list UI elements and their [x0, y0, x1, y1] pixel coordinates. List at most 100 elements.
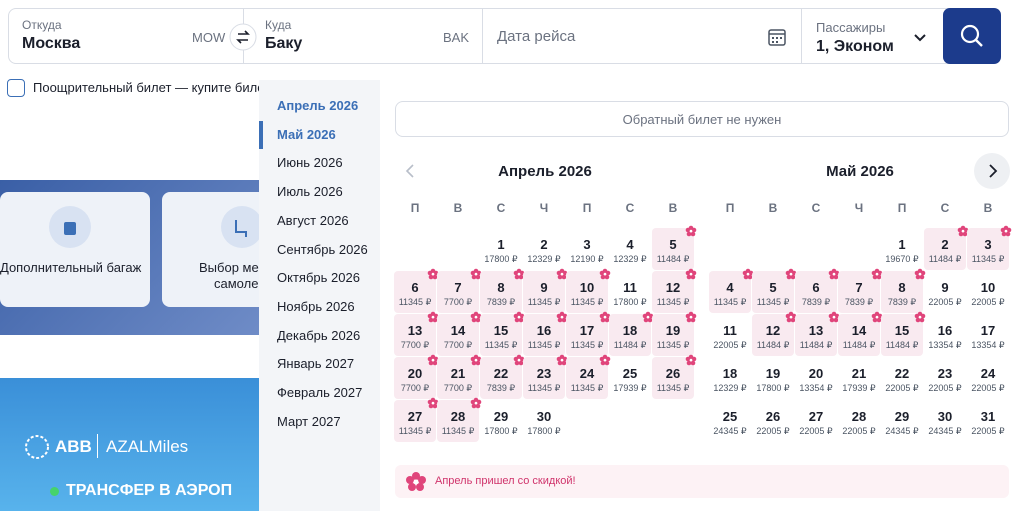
- day-cell[interactable]: 9 22005 ₽: [924, 271, 966, 313]
- day-cell[interactable]: 26 22005 ₽: [752, 400, 794, 442]
- day-cell[interactable]: 11 22005 ₽: [709, 314, 751, 356]
- day-cell[interactable]: 14 11484 ₽: [838, 311, 883, 356]
- day-cell[interactable]: 5 11484 ₽: [652, 225, 697, 270]
- day-cell[interactable]: 17 13354 ₽: [967, 314, 1009, 356]
- day-cell[interactable]: 19 17800 ₽: [752, 357, 794, 399]
- day-cell[interactable]: 24 22005 ₽: [967, 357, 1009, 399]
- day-number: 1: [497, 237, 505, 252]
- day-cell[interactable]: 1 17800 ₽: [480, 228, 522, 270]
- day-cell[interactable]: 28 22005 ₽: [838, 400, 880, 442]
- day-cell[interactable]: 21 17939 ₽: [838, 357, 880, 399]
- day-cell[interactable]: 29 17800 ₽: [480, 400, 522, 442]
- day-cell[interactable]: 28 11345 ₽: [437, 397, 482, 442]
- from-city[interactable]: Москва: [22, 35, 81, 52]
- month-item[interactable]: Март 2027: [277, 413, 341, 429]
- search-button[interactable]: [943, 8, 1001, 64]
- day-cell[interactable]: 23 22005 ₽: [924, 357, 966, 399]
- day-cell[interactable]: 10 11345 ₽: [566, 268, 611, 313]
- day-cell[interactable]: 22 22005 ₽: [881, 357, 923, 399]
- month-item[interactable]: Ноябрь 2026: [277, 298, 355, 314]
- month-item[interactable]: Январь 2027: [277, 356, 355, 372]
- day-cell[interactable]: 12 11484 ₽: [752, 311, 797, 356]
- day-cell[interactable]: 11 17800 ₽: [609, 271, 651, 313]
- day-cell[interactable]: 27 11345 ₽: [394, 397, 439, 442]
- day-cell[interactable]: 23 11345 ₽: [523, 354, 568, 399]
- to-city[interactable]: Баку: [265, 35, 303, 52]
- day-number: 19: [765, 366, 781, 381]
- day-cell[interactable]: 7 7839 ₽: [838, 268, 883, 313]
- day-cell[interactable]: 25 24345 ₽: [709, 400, 751, 442]
- day-number: 16: [937, 323, 953, 338]
- day-cell[interactable]: 25 17939 ₽: [609, 357, 651, 399]
- month-item[interactable]: Июль 2026: [277, 184, 343, 200]
- day-cell[interactable]: 30 24345 ₽: [924, 400, 966, 442]
- day-cell[interactable]: 21 7700 ₽: [437, 354, 482, 399]
- day-cell[interactable]: 8 7839 ₽: [881, 268, 926, 313]
- day-cell[interactable]: 5 11345 ₽: [752, 268, 797, 313]
- day-cell[interactable]: 19 11345 ₽: [652, 311, 697, 356]
- day-cell[interactable]: 13 11484 ₽: [795, 311, 840, 356]
- day-cell[interactable]: 16 13354 ₽: [924, 314, 966, 356]
- month-item[interactable]: Февраль 2027: [277, 385, 363, 400]
- day-cell[interactable]: 6 7839 ₽: [795, 268, 840, 313]
- day-number: 5: [669, 237, 677, 252]
- day-cell[interactable]: 24 11345 ₽: [566, 354, 611, 399]
- day-number: 28: [851, 409, 867, 424]
- month-list: [259, 80, 380, 511]
- day-cell[interactable]: 18 11484 ₽: [609, 311, 654, 356]
- day-cell[interactable]: 17 11345 ₽: [566, 311, 611, 356]
- day-number: 4: [626, 237, 634, 252]
- day-cell[interactable]: 27 22005 ₽: [795, 400, 837, 442]
- prev-month[interactable]: [402, 162, 418, 180]
- day-cell[interactable]: 15 11484 ₽: [881, 311, 926, 356]
- month-item[interactable]: Октябрь 2026: [277, 270, 360, 286]
- swap-button[interactable]: [229, 23, 257, 51]
- discount-flower: [513, 268, 525, 280]
- day-cell[interactable]: 22 7839 ₽: [480, 354, 525, 399]
- month-item[interactable]: Сентябрь 2026: [277, 241, 368, 257]
- day-cell[interactable]: 1 19670 ₽: [881, 228, 923, 270]
- day-cell[interactable]: 26 11345 ₽: [652, 354, 697, 399]
- day-cell[interactable]: 20 13354 ₽: [795, 357, 837, 399]
- day-price: 11484 ₽: [613, 340, 647, 350]
- date-field[interactable]: Дата рейса: [497, 28, 576, 45]
- day-cell[interactable]: 12 11345 ₽: [652, 268, 697, 313]
- day-cell[interactable]: 31 22005 ₽: [967, 400, 1009, 442]
- day-cell[interactable]: 29 24345 ₽: [881, 400, 923, 442]
- day-cell[interactable]: 3 12190 ₽: [566, 228, 608, 270]
- month-item[interactable]: Май 2026: [259, 120, 380, 149]
- day-cell[interactable]: 7 7700 ₽: [437, 268, 482, 313]
- day-cell[interactable]: 10 22005 ₽: [967, 271, 1009, 313]
- day-cell[interactable]: 13 7700 ₽: [394, 311, 439, 356]
- next-month[interactable]: [974, 153, 1010, 189]
- weekday: П: [725, 201, 735, 215]
- passengers-value[interactable]: 1, Эконом: [816, 38, 894, 55]
- day-cell[interactable]: 30 17800 ₽: [523, 400, 565, 442]
- checkbox[interactable]: [7, 79, 25, 97]
- dropdown-arrow[interactable]: [912, 30, 928, 46]
- banner[interactable]: [0, 378, 260, 511]
- day-cell[interactable]: 20 7700 ₽: [394, 354, 439, 399]
- calendar-icon[interactable]: [767, 27, 787, 47]
- day-cell[interactable]: 2 11484 ₽: [924, 225, 969, 270]
- day-price: 17800 ₽: [756, 383, 790, 393]
- day-cell[interactable]: 4 11345 ₽: [709, 268, 754, 313]
- month-item[interactable]: Апрель 2026: [277, 98, 359, 113]
- month-item[interactable]: Август 2026: [277, 212, 349, 228]
- day-cell[interactable]: 16 11345 ₽: [523, 311, 568, 356]
- day-cell[interactable]: 18 12329 ₽: [709, 357, 751, 399]
- day-cell[interactable]: 4 12329 ₽: [609, 228, 651, 270]
- day-cell[interactable]: 6 11345 ₽: [394, 268, 439, 313]
- discount-flower: [470, 397, 482, 409]
- day-cell[interactable]: 3 11345 ₽: [967, 225, 1012, 270]
- day-cell[interactable]: 9 11345 ₽: [523, 268, 568, 313]
- day-price: 11345 ₽: [656, 383, 690, 393]
- day-cell[interactable]: 2 12329 ₽: [523, 228, 565, 270]
- month-item[interactable]: Декабрь 2026: [277, 327, 361, 343]
- day-cell[interactable]: 14 7700 ₽: [437, 311, 482, 356]
- return-none-button[interactable]: Обратный билет не нужен: [395, 101, 1009, 137]
- day-cell[interactable]: 15 11345 ₽: [480, 311, 525, 356]
- day-cell[interactable]: 8 7839 ₽: [480, 268, 525, 313]
- month-item[interactable]: Июнь 2026: [277, 155, 343, 171]
